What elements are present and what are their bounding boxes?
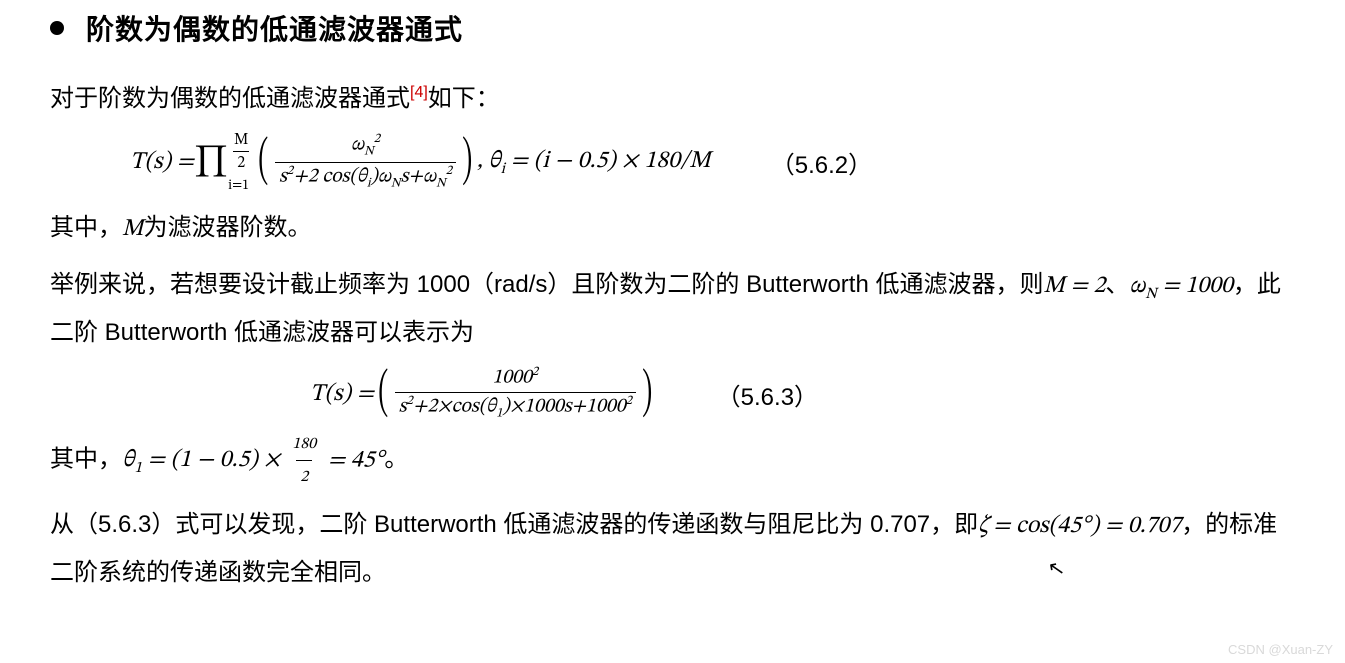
p5-m: ζ = cos(45°) = 0.707	[978, 514, 1181, 538]
paragraph-1: 对于阶数为偶数的低通滤波器通式[4]如下：	[50, 76, 1295, 122]
eq2-body: T(s) = ( 10002 s2+2×cos(θ1)×1000s+10002 …	[310, 365, 657, 422]
document-body: 阶数为偶数的低通滤波器通式 对于阶数为偶数的低通滤波器通式[4]如下： T(s)…	[0, 0, 1345, 596]
p4-a: 其中，	[50, 445, 122, 472]
section-heading: 阶数为偶数的低通滤波器通式	[86, 8, 463, 48]
prod-lower: i=1	[228, 177, 254, 195]
paragraph-5: 从（5.6.3）式可以发现，二阶 Butterworth 低通滤波器的传递函数与…	[50, 502, 1295, 595]
p1-text-a: 对于阶数为偶数的低通滤波器通式	[50, 85, 410, 112]
p2-a: 其中，	[50, 214, 122, 241]
bullet-icon	[50, 21, 64, 35]
eq1-frac-den: s2+2 cos(θi)ωNs+ωN2	[275, 162, 456, 193]
p4-b: 。	[384, 445, 408, 472]
p2-b: 为滤波器阶数。	[143, 214, 311, 241]
p4-frac-num: 180	[288, 429, 320, 460]
eq1-theta: , θi = (i − 0.5) × 180/M	[477, 146, 711, 179]
watermark: CSDN @Xuan-ZY	[1228, 642, 1333, 657]
paragraph-2: 其中，M为滤波器阶数。	[50, 205, 1295, 253]
p3-a: 举例来说，若想要设计截止频率为 1000（rad/s）且阶数为二阶的 Butte…	[50, 271, 1043, 298]
p1-text-b: 如下：	[428, 85, 500, 112]
eq1-frac-num: ωN2	[347, 132, 384, 162]
equation-1: T(s) = ∏ M2 i=1 ( ωN2 s2+2 cos(θi)ωNs+ωN…	[50, 132, 1295, 193]
prod-upper-num: M	[230, 130, 252, 151]
paragraph-3: 举例来说，若想要设计截止频率为 1000（rad/s）且阶数为二阶的 Butte…	[50, 262, 1295, 355]
paragraph-4: 其中，θ1 = (1 − 0.5) × 1802 = 45°。	[50, 429, 1295, 493]
p4-frac-den: 2	[296, 460, 312, 492]
p3-m2: ωN = 1000	[1129, 274, 1233, 298]
p2-m: M	[122, 217, 143, 241]
eq1-number: （5.6.2）	[771, 145, 872, 180]
eq2-lhs: T(s) =	[310, 379, 374, 409]
citation-4: [4]	[410, 84, 428, 101]
eq2-fraction: 10002 s2+2×cos(θ1)×1000s+10002	[395, 365, 637, 422]
eq2-frac-num: 10002	[488, 365, 542, 392]
p5-a: 从（5.6.3）式可以发现，二阶 Butterworth 低通滤波器的传递函数与…	[50, 511, 978, 538]
prod-upper-den: 2	[233, 151, 249, 173]
p3-sep: 、	[1105, 271, 1129, 298]
eq1-fraction: ωN2 s2+2 cos(θi)ωNs+ωN2	[275, 132, 456, 192]
product-symbol: ∏ M2 i=1	[194, 132, 254, 193]
p3-m1: M = 2	[1043, 274, 1105, 298]
eq2-frac-den: s2+2×cos(θ1)×1000s+10002	[395, 392, 637, 423]
p4-frac: 1802	[288, 429, 320, 493]
heading-row: 阶数为偶数的低通滤波器通式	[50, 8, 1295, 48]
eq1-body: T(s) = ∏ M2 i=1 ( ωN2 s2+2 cos(θi)ωNs+ωN…	[130, 132, 711, 193]
p4-m1: θ1 = (1 − 0.5) ×	[122, 448, 286, 472]
eq1-lhs: T(s) =	[130, 147, 194, 177]
p4-m2: = 45°	[322, 448, 384, 472]
eq2-number: （5.6.3）	[717, 377, 818, 412]
equation-2: T(s) = ( 10002 s2+2×cos(θ1)×1000s+10002 …	[50, 365, 1295, 422]
